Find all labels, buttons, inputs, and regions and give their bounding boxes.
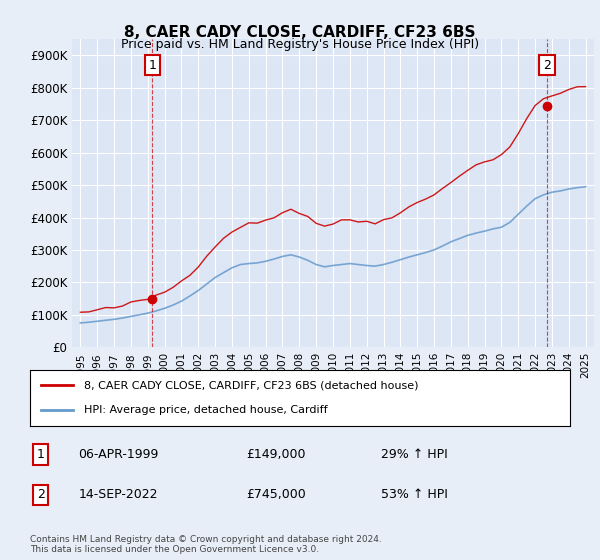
Text: 8, CAER CADY CLOSE, CARDIFF, CF23 6BS (detached house): 8, CAER CADY CLOSE, CARDIFF, CF23 6BS (d… <box>84 380 419 390</box>
Text: 2: 2 <box>543 59 551 72</box>
Text: 1: 1 <box>37 448 45 461</box>
Text: 2: 2 <box>37 488 45 501</box>
Text: 29% ↑ HPI: 29% ↑ HPI <box>381 448 448 461</box>
Text: 1: 1 <box>148 59 156 72</box>
Text: HPI: Average price, detached house, Cardiff: HPI: Average price, detached house, Card… <box>84 405 328 415</box>
Text: 06-APR-1999: 06-APR-1999 <box>79 448 159 461</box>
Text: £149,000: £149,000 <box>246 448 305 461</box>
Text: £745,000: £745,000 <box>246 488 306 501</box>
Text: 14-SEP-2022: 14-SEP-2022 <box>79 488 158 501</box>
Text: Contains HM Land Registry data © Crown copyright and database right 2024.
This d: Contains HM Land Registry data © Crown c… <box>30 535 382 554</box>
Text: 8, CAER CADY CLOSE, CARDIFF, CF23 6BS: 8, CAER CADY CLOSE, CARDIFF, CF23 6BS <box>124 25 476 40</box>
Text: 53% ↑ HPI: 53% ↑ HPI <box>381 488 448 501</box>
Text: Price paid vs. HM Land Registry's House Price Index (HPI): Price paid vs. HM Land Registry's House … <box>121 38 479 51</box>
